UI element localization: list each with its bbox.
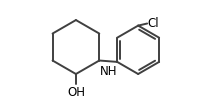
Text: Cl: Cl: [148, 17, 160, 30]
Text: NH: NH: [100, 65, 118, 78]
Text: OH: OH: [68, 86, 86, 99]
